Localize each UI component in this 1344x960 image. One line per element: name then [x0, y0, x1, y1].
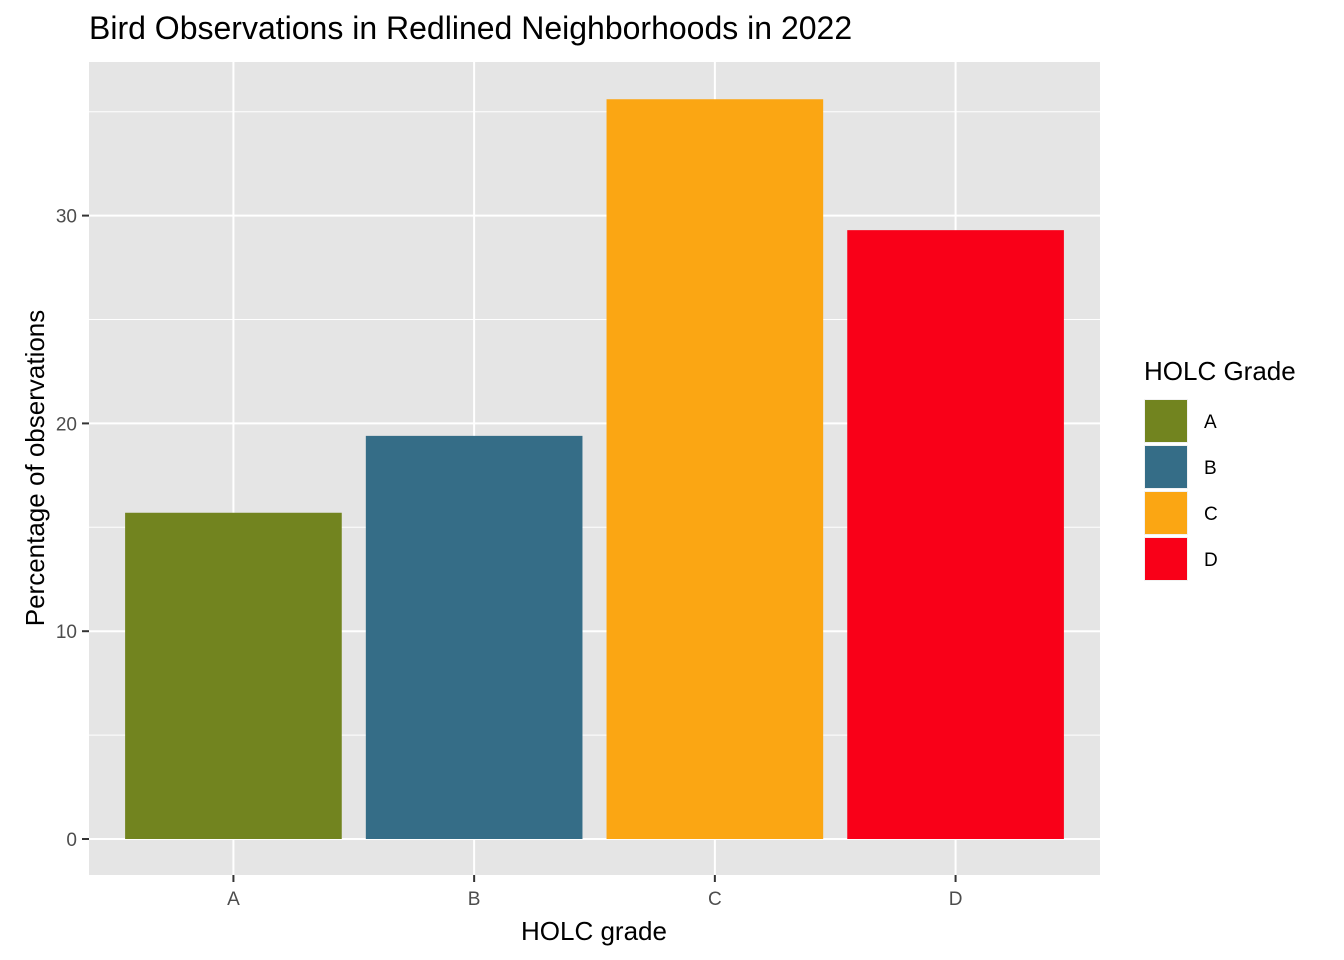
- x-tick-label: B: [468, 889, 481, 910]
- bar-d: [847, 230, 1064, 839]
- legend: HOLC Grade A B C D: [1144, 356, 1296, 581]
- y-tick-label: 30: [56, 207, 77, 228]
- legend-label-b: B: [1204, 458, 1217, 479]
- legend-label-d: D: [1204, 550, 1218, 571]
- legend-swatch-d: [1145, 538, 1187, 580]
- y-tick-label: 10: [56, 622, 77, 643]
- legend-label-c: C: [1204, 504, 1218, 525]
- legend-label-a: A: [1204, 412, 1217, 433]
- x-axis: A B C D: [227, 875, 962, 910]
- x-tick-label: D: [949, 889, 963, 910]
- x-axis-title: HOLC grade: [521, 916, 667, 946]
- y-tick-label: 20: [56, 414, 77, 435]
- y-axis: 0 10 20 30: [56, 207, 89, 851]
- legend-swatch-b: [1145, 446, 1187, 488]
- bar-c: [606, 99, 824, 840]
- legend-swatch-c: [1145, 492, 1187, 534]
- bars: [125, 99, 1064, 840]
- y-axis-title: Percentage of observations: [20, 310, 50, 627]
- bar-b: [365, 435, 583, 839]
- x-tick-label: A: [227, 889, 240, 910]
- y-tick-label: 0: [66, 830, 77, 851]
- x-tick-label: C: [708, 889, 722, 910]
- bar-a: [125, 512, 342, 839]
- legend-swatch-a: [1145, 400, 1187, 442]
- legend-title: HOLC Grade: [1144, 356, 1296, 386]
- chart-title: Bird Observations in Redlined Neighborho…: [89, 10, 852, 46]
